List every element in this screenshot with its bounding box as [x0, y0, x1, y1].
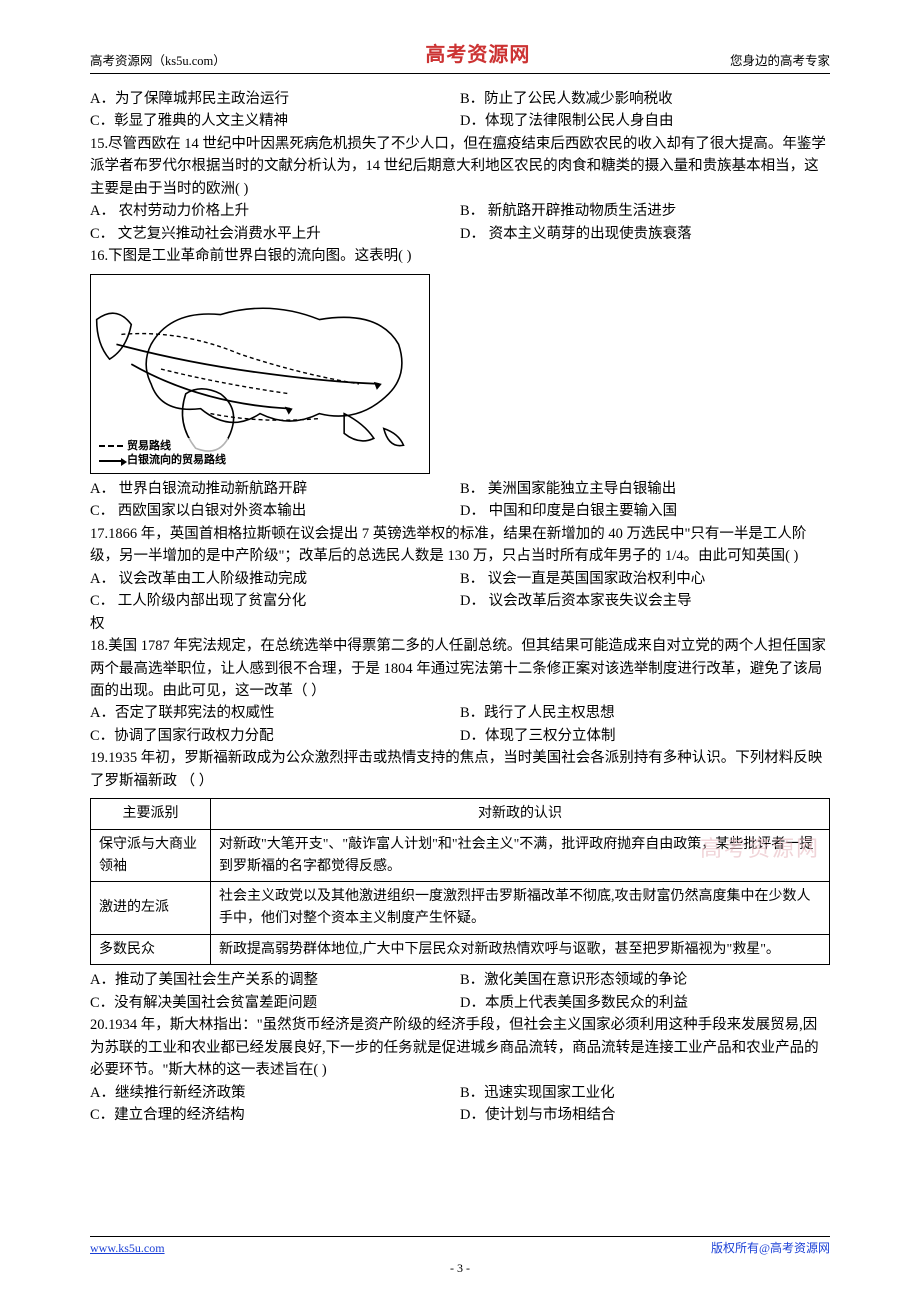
q15-options-row1: A． 农村劳动力价格上升 B． 新航路开辟推动物质生活进步 [90, 200, 830, 222]
cell-view-1: 对新政"大笔开支"、"敲诈富人计划"和"社会主义"不满，批评政府抛弃自由政策，某… [211, 830, 830, 882]
q14-option-b: B．防止了公民人数减少影响税收 [460, 88, 830, 110]
footer-row: www.ks5u.com 版权所有@高考资源网 [90, 1239, 830, 1258]
q17-option-d-tail: 权 [90, 613, 830, 635]
q14-options-row2: C．彰显了雅典的人文主义精神 D．体现了法律限制公民人身自由 [90, 110, 830, 132]
arrow-line-icon [99, 460, 123, 462]
dashed-line-icon [99, 445, 123, 447]
q15-options-row2: C． 文艺复兴推动社会消费水平上升 D． 资本主义萌芽的出现使贵族衰落 [90, 223, 830, 245]
q15-stem: 15.尽管西欧在 14 世纪中叶因黑死病危机损失了不少人口，但在瘟疫结束后西欧农… [90, 133, 830, 200]
q18-stem: 18.美国 1787 年宪法规定，在总统选举中得票第二多的人任副总统。但其结果可… [90, 635, 830, 702]
q14-options-row1: A．为了保障城邦民主政治运行 B．防止了公民人数减少影响税收 [90, 88, 830, 110]
table-row: 保守派与大商业领袖 对新政"大笔开支"、"敲诈富人计划"和"社会主义"不满，批评… [91, 830, 830, 882]
cell-view-3: 新政提高弱势群体地位,广大中下层民众对新政热情欢呼与讴歌，甚至把罗斯福视为"救星… [211, 934, 830, 965]
q18-option-d: D．体现了三权分立体制 [460, 725, 830, 747]
q15-option-b: B． 新航路开辟推动物质生活进步 [460, 200, 830, 222]
q15-option-a: A． 农村劳动力价格上升 [90, 200, 460, 222]
q16-option-a: A． 世界白银流动推动新航路开辟 [90, 478, 460, 500]
page-header: 高考资源网（ks5u.com） 高考资源网 您身边的高考专家 [90, 40, 830, 74]
q16-options-row1: A． 世界白银流动推动新航路开辟 B． 美洲国家能独立主导白银输出 [90, 478, 830, 500]
q17-stem: 17.1866 年，英国首相格拉斯顿在议会提出 7 英镑选举权的标准，结果在新增… [90, 523, 830, 568]
cell-faction-1: 保守派与大商业领袖 [91, 830, 211, 882]
q17-option-d: D． 议会改革后资本家丧失议会主导 [460, 590, 830, 612]
q19-table: 主要派别 对新政的认识 保守派与大商业领袖 对新政"大笔开支"、"敲诈富人计划"… [90, 798, 830, 965]
cell-faction-3: 多数民众 [91, 934, 211, 965]
document-page: 高考资源网（ks5u.com） 高考资源网 您身边的高考专家 高考资源网 A．为… [0, 0, 920, 1302]
q15-option-d: D． 资本主义萌芽的出现使贵族衰落 [460, 223, 830, 245]
footer-copyright: 版权所有@高考资源网 [711, 1239, 830, 1258]
q20-option-c: C．建立合理的经济结构 [90, 1104, 460, 1126]
q19-option-d: D．本质上代表美国多数民众的利益 [460, 992, 830, 1014]
q16-option-b: B． 美洲国家能独立主导白银输出 [460, 478, 830, 500]
q17-option-a: A． 议会改革由工人阶级推动完成 [90, 568, 460, 590]
q19-option-a: A．推动了美国社会生产关系的调整 [90, 969, 460, 991]
cell-faction-2: 激进的左派 [91, 882, 211, 934]
q19-stem: 19.1935 年初，罗斯福新政成为公众激烈抨击或热情支持的焦点，当时美国社会各… [90, 747, 830, 792]
cell-view-2: 社会主义政党以及其他激进组织一度激烈抨击罗斯福改革不彻底,攻击财富仍然高度集中在… [211, 882, 830, 934]
q19-option-b: B．激化美国在意识形态领域的争论 [460, 969, 830, 991]
q18-option-b: B．践行了人民主权思想 [460, 702, 830, 724]
legend-trade-route: 贸易路线 [99, 439, 226, 453]
header-right: 您身边的高考专家 [730, 52, 830, 71]
th-view: 对新政的认识 [211, 799, 830, 830]
q14-option-d: D．体现了法律限制公民人身自由 [460, 110, 830, 132]
q20-option-a: A．继续推行新经济政策 [90, 1082, 460, 1104]
q17-option-b: B． 议会一直是英国国家政治权利中心 [460, 568, 830, 590]
table-header-row: 主要派别 对新政的认识 [91, 799, 830, 830]
q15-option-c: C． 文艺复兴推动社会消费水平上升 [90, 223, 460, 245]
header-center-logo: 高考资源网 [425, 40, 530, 71]
q20-option-d: D．使计划与市场相结合 [460, 1104, 830, 1126]
q20-options-row2: C．建立合理的经济结构 D．使计划与市场相结合 [90, 1104, 830, 1126]
page-footer: www.ks5u.com 版权所有@高考资源网 - 3 - [90, 1236, 830, 1278]
q20-stem: 20.1934 年，斯大林指出："虽然货币经济是资产阶级的经济手段，但社会主义国… [90, 1014, 830, 1081]
silver-flow-map: 贸易路线 白银流向的贸易路线 [90, 274, 430, 474]
q19-option-c: C．没有解决美国社会贫富差距问题 [90, 992, 460, 1014]
q19-options-row1: A．推动了美国社会生产关系的调整 B．激化美国在意识形态领域的争论 [90, 969, 830, 991]
q18-option-a: A．否定了联邦宪法的权威性 [90, 702, 460, 724]
q20-option-b: B．迅速实现国家工业化 [460, 1082, 830, 1104]
q18-options-row1: A．否定了联邦宪法的权威性 B．践行了人民主权思想 [90, 702, 830, 724]
q14-option-a: A．为了保障城邦民主政治运行 [90, 88, 460, 110]
table-row: 多数民众 新政提高弱势群体地位,广大中下层民众对新政热情欢呼与讴歌，甚至把罗斯福… [91, 934, 830, 965]
th-faction: 主要派别 [91, 799, 211, 830]
footer-page-number: - 3 - [90, 1259, 830, 1278]
footer-site-link[interactable]: www.ks5u.com [90, 1241, 165, 1255]
q17-options-row1: A． 议会改革由工人阶级推动完成 B． 议会一直是英国国家政治权利中心 [90, 568, 830, 590]
q16-option-d: D． 中国和印度是白银主要输入国 [460, 500, 830, 522]
legend-silver-route: 白银流向的贸易路线 [99, 453, 226, 467]
q17-option-c: C． 工人阶级内部出现了贫富分化 [90, 590, 460, 612]
q17-options-row2: C． 工人阶级内部出现了贫富分化 D． 议会改革后资本家丧失议会主导 [90, 590, 830, 612]
header-left: 高考资源网（ks5u.com） [90, 52, 226, 71]
table-row: 激进的左派 社会主义政党以及其他激进组织一度激烈抨击罗斯福改革不彻底,攻击财富仍… [91, 882, 830, 934]
q18-option-c: C．协调了国家行政权力分配 [90, 725, 460, 747]
q16-options-row2: C． 西欧国家以白银对外资本输出 D． 中国和印度是白银主要输入国 [90, 500, 830, 522]
q14-option-c: C．彰显了雅典的人文主义精神 [90, 110, 460, 132]
legend-label-1: 贸易路线 [127, 439, 171, 453]
map-legend: 贸易路线 白银流向的贸易路线 [97, 438, 228, 469]
q19-options-row2: C．没有解决美国社会贫富差距问题 D．本质上代表美国多数民众的利益 [90, 992, 830, 1014]
q16-stem: 16.下图是工业革命前世界白银的流向图。这表明( ) [90, 245, 830, 267]
legend-label-2: 白银流向的贸易路线 [127, 453, 226, 467]
q18-options-row2: C．协调了国家行政权力分配 D．体现了三权分立体制 [90, 725, 830, 747]
footer-site: www.ks5u.com [90, 1239, 165, 1258]
q20-options-row1: A．继续推行新经济政策 B．迅速实现国家工业化 [90, 1082, 830, 1104]
q16-option-c: C． 西欧国家以白银对外资本输出 [90, 500, 460, 522]
